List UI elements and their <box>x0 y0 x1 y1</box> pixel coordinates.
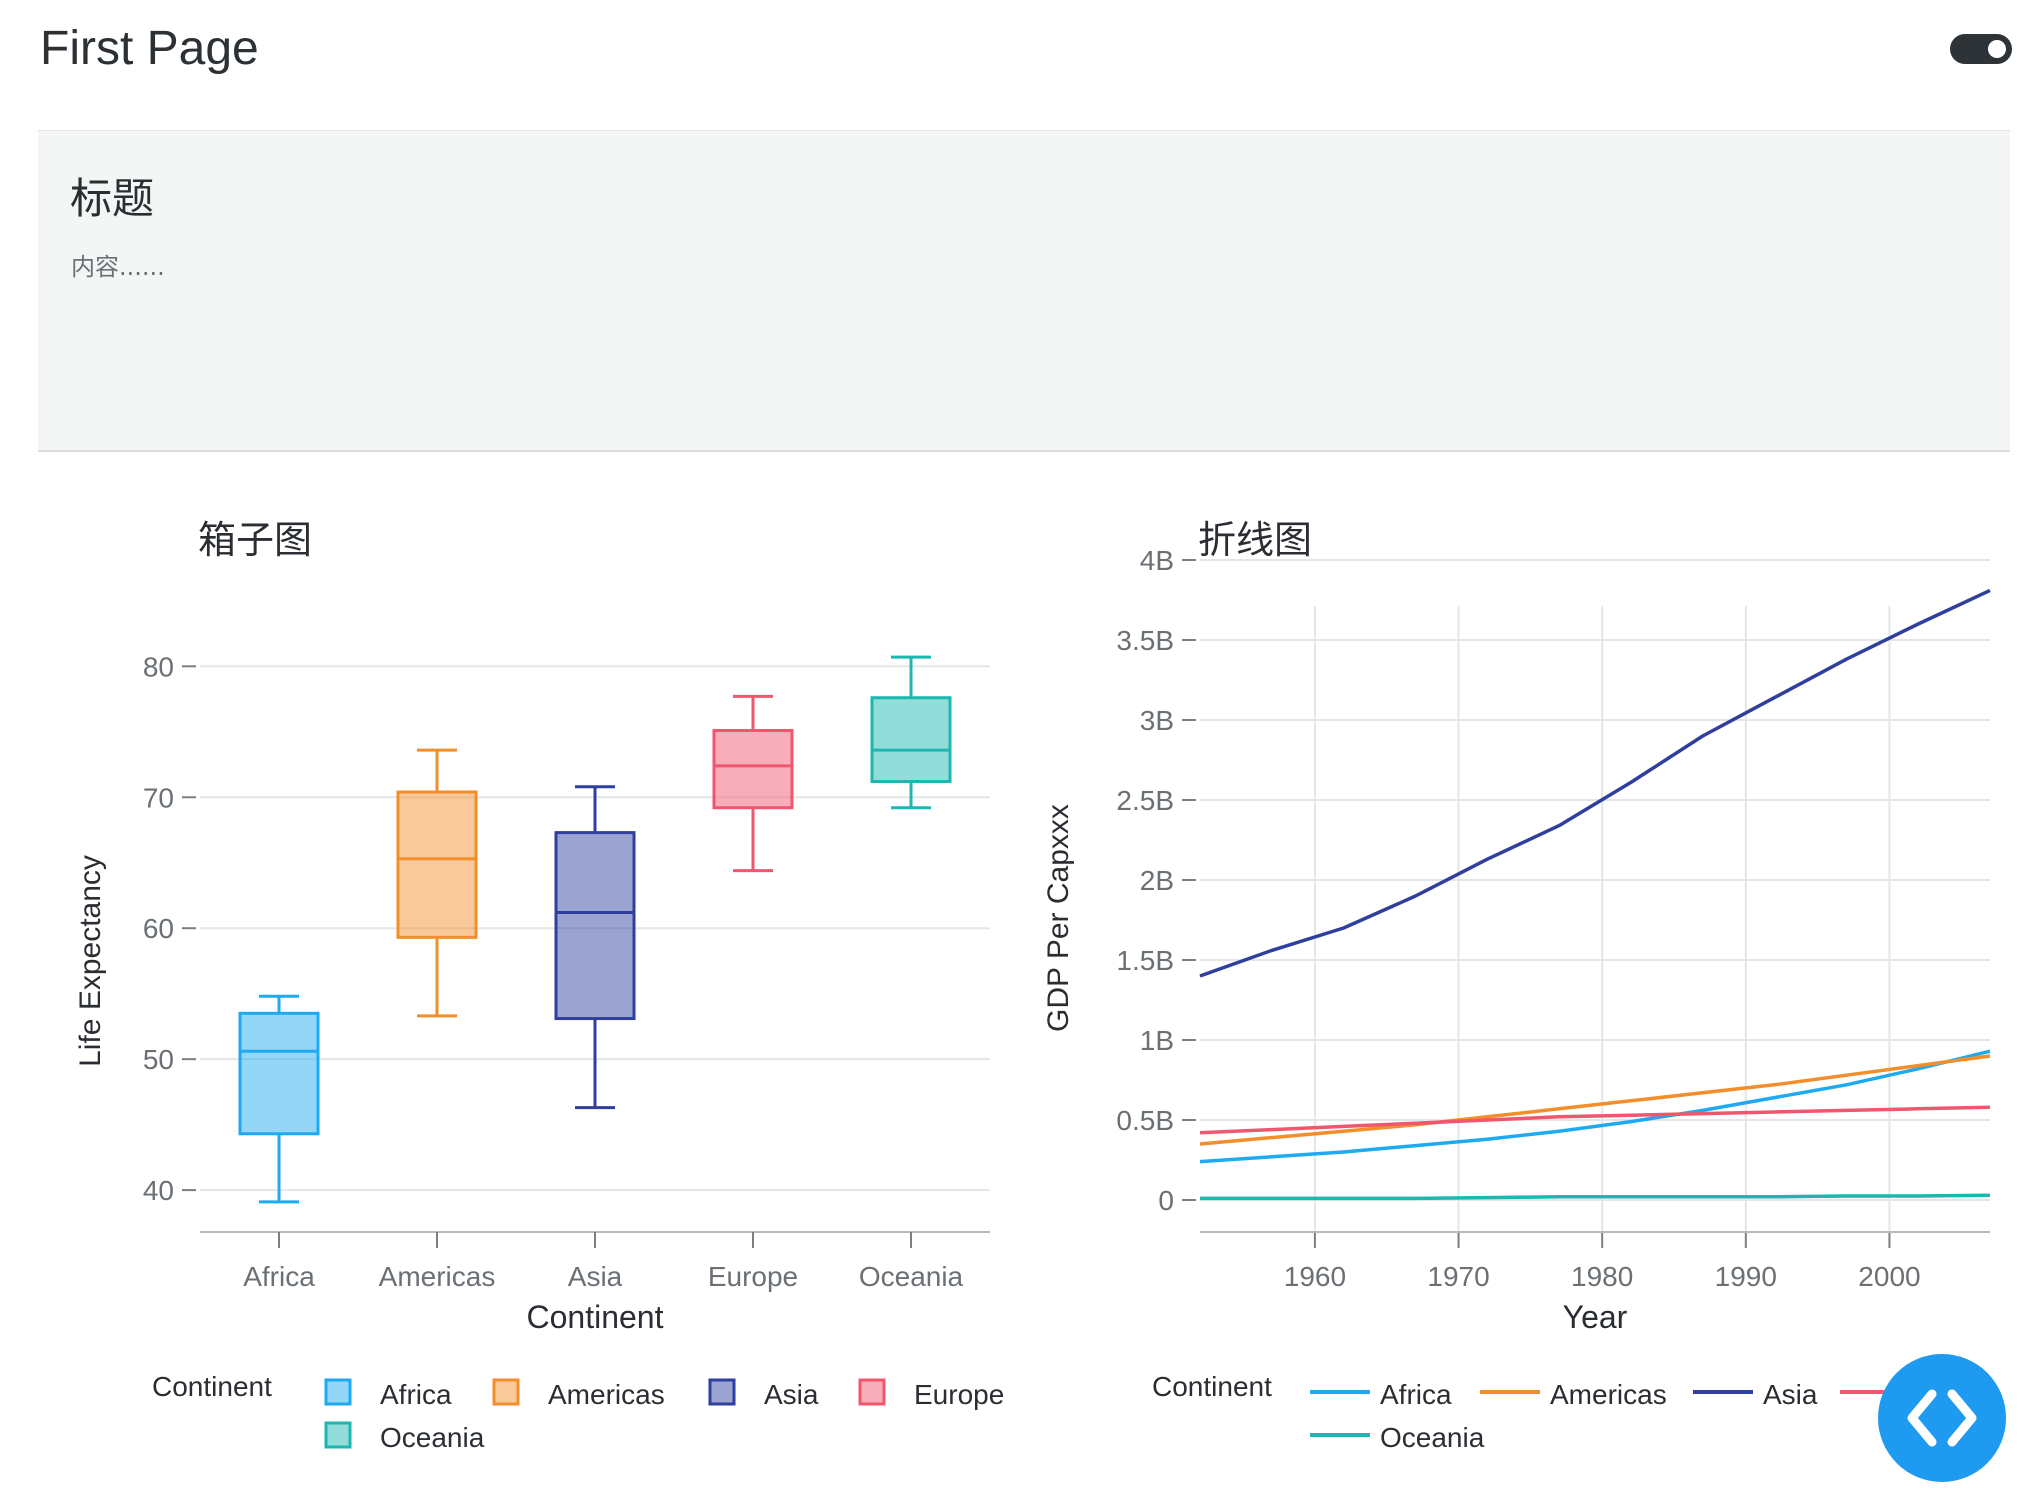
box-americas <box>396 748 478 1018</box>
box-iqr <box>396 790 478 939</box>
line-series-oceania <box>1200 1193 1991 1201</box>
box-legend-label: Europe <box>914 1379 1004 1410</box>
line-x-tick-label: 1980 <box>1571 1261 1633 1292</box>
theme-toggle[interactable] <box>1950 34 2012 64</box>
line-x-axis-label: Year <box>1563 1299 1628 1335</box>
line-series-americas <box>1199 1054 1991 1146</box>
line-series-asia <box>1199 588 1991 978</box>
page-title: First Page <box>40 22 259 75</box>
box-legend-swatch <box>858 1378 886 1406</box>
box-legend-label: Africa <box>380 1379 452 1410</box>
box-y-axis-label: Life Expectancy <box>74 855 107 1067</box>
code-toggle-button[interactable] <box>1878 1354 2006 1482</box>
box-iqr <box>870 696 952 784</box>
line-x-tick-label: 1990 <box>1715 1261 1777 1292</box>
box-x-tick-label: Asia <box>568 1261 623 1292</box>
box-x-tick-label: Oceania <box>859 1261 964 1292</box>
box-legend-swatch <box>492 1378 520 1406</box>
box-y-tick-label: 40 <box>143 1175 174 1206</box>
box-chart: 箱子图 40 50 60 70 80 Life Expectancy Africa Americ… <box>74 518 1004 1453</box>
line-legend-label: Asia <box>1763 1379 1818 1410</box>
hero-title: 标题 <box>70 174 155 223</box>
box-chart-title: 箱子图 <box>198 518 312 562</box>
line-series-europe <box>1199 1105 1991 1135</box>
line-y-tick-label: 0 <box>1158 1185 1174 1216</box>
box-asia <box>554 785 636 1110</box>
box-y-tick-label: 50 <box>143 1044 174 1075</box>
line-x-tick-label: 2000 <box>1858 1261 1920 1292</box>
box-legend-swatch <box>708 1378 736 1406</box>
line-y-tick-label: 0.5B <box>1116 1105 1174 1136</box>
box-legend-swatch <box>324 1421 352 1449</box>
box-x-tick-label: Africa <box>243 1261 315 1292</box>
box-y-tick-label: 70 <box>143 782 174 813</box>
box-legend-title: Continent <box>152 1371 272 1402</box>
box-legend-label: Americas <box>548 1379 665 1410</box>
box-europe <box>712 694 794 873</box>
line-y-tick-label: 1.5B <box>1116 945 1174 976</box>
line-y-tick-label: 2.5B <box>1116 785 1174 816</box>
box-x-tick-label: Americas <box>379 1261 496 1292</box>
line-legend-title: Continent <box>1152 1371 1272 1402</box>
line-chart-title: 折线图 <box>1198 518 1312 562</box>
line-legend-label: Africa <box>1380 1379 1452 1410</box>
code-icon <box>1907 1389 1977 1447</box>
line-x-tick-label: 1970 <box>1427 1261 1489 1292</box>
box-y-tick-label: 60 <box>143 913 174 944</box>
box-iqr <box>554 831 636 1021</box>
box-legend-label: Asia <box>764 1379 819 1410</box>
box-africa <box>238 994 320 1204</box>
box-oceania <box>870 655 952 810</box>
line-series-africa <box>1199 1049 1991 1164</box>
box-iqr <box>712 728 794 810</box>
box-y-tick-label: 80 <box>143 651 174 682</box>
line-y-axis-label: GDP Per Capxxx <box>1042 804 1075 1032</box>
line-y-tick-label: 3.5B <box>1116 625 1174 656</box>
toggle-knob <box>1988 40 2006 58</box>
box-x-tick-label: Europe <box>708 1261 798 1292</box>
box-legend-label: Oceania <box>380 1422 485 1453</box>
line-y-tick-label: 1B <box>1140 1025 1174 1056</box>
box-iqr <box>238 1011 320 1136</box>
hero-card: 标题 内容...... <box>38 130 2010 452</box>
box-x-axis-label: Continent <box>527 1299 664 1335</box>
line-legend-label: Oceania <box>1380 1422 1485 1453</box>
box-legend-swatch <box>324 1378 352 1406</box>
line-x-tick-label: 1960 <box>1284 1261 1346 1292</box>
line-legend-label: Americas <box>1550 1379 1667 1410</box>
hero-content: 内容...... <box>71 253 165 281</box>
line-y-tick-label: 4B <box>1140 545 1174 576</box>
line-y-tick-label: 3B <box>1140 705 1174 736</box>
line-y-tick-label: 2B <box>1140 865 1174 896</box>
